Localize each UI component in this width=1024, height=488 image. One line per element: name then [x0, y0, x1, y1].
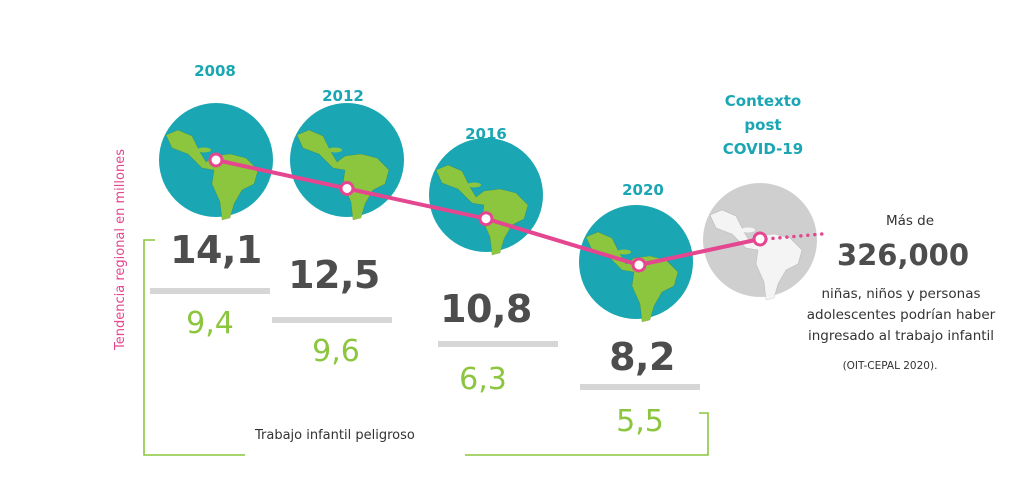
separator-2020 [580, 384, 700, 390]
y-axis-label: Tendencia regional en millones [113, 149, 128, 350]
point-2012 [339, 181, 355, 196]
separator-2008 [150, 288, 270, 294]
globe-2016-island [467, 182, 481, 188]
globe-covid-land [709, 209, 803, 301]
covid-text-line-2: adolescentes podrían haber [806, 307, 996, 323]
globe-2008-island [197, 147, 211, 153]
total-value-2016: 10,8 [440, 287, 532, 331]
total-value-2012: 12,5 [288, 253, 380, 297]
covid-context-line-2: post [744, 116, 782, 134]
hazard-value-2016: 6,3 [459, 362, 507, 397]
separator-2012 [272, 317, 392, 323]
covid-source: (OIT-CEPAL 2020). [842, 360, 938, 372]
hazard-bracket [143, 239, 709, 456]
globe-2020-island [617, 249, 631, 255]
year-label-2020: 2020 [622, 181, 664, 199]
year-label-2008: 2008 [194, 62, 236, 80]
hazard-bracket-label: Trabajo infantil peligroso [255, 428, 415, 443]
globe-2012-land [296, 129, 390, 221]
total-value-2020: 8,2 [609, 335, 675, 379]
covid-text-line-1: niñas, niños y personas [821, 286, 981, 302]
hazard-value-2008: 9,4 [186, 306, 234, 341]
point-2020 [631, 257, 647, 273]
covid-text-line-3: ingresado al trabajo infantil [807, 328, 995, 344]
covid-intro: Más de [885, 213, 935, 229]
covid-context-line-3: COVID-19 [722, 140, 804, 158]
projection-dots [764, 232, 824, 241]
point-2016 [478, 211, 494, 227]
year-label-2016: 2016 [465, 125, 507, 143]
hazard-value-2012: 9,6 [312, 334, 360, 369]
covid-context-label: Contexto post COVID-19 [693, 89, 833, 161]
globe-2012 [290, 103, 404, 221]
globe-2008-land [165, 129, 259, 221]
point-2008 [208, 152, 224, 168]
separator-2016 [438, 341, 558, 347]
trend-line [215, 158, 640, 267]
point-covid [752, 231, 768, 247]
year-label-2012: 2012 [322, 87, 364, 105]
globe-2012-island [328, 147, 342, 153]
covid-context-line-1: Contexto [724, 92, 802, 110]
total-value-2008: 14,1 [170, 228, 262, 272]
covid-value: 326,000 [836, 238, 970, 272]
globe-2016 [429, 138, 543, 256]
globe-covid-island [741, 227, 755, 233]
projection-line [638, 237, 761, 267]
hazard-value-2020: 5,5 [616, 404, 664, 439]
